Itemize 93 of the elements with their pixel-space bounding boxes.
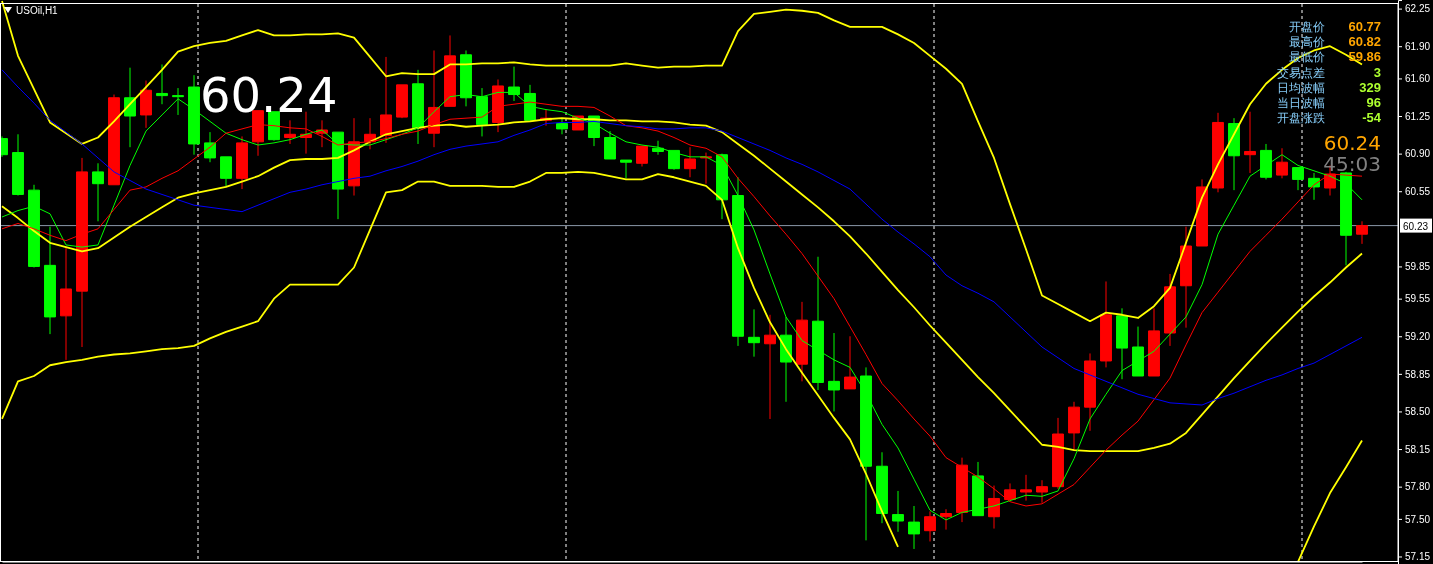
y-tick-label: 59.85: [1405, 261, 1431, 273]
annotation: 60.24: [200, 67, 338, 123]
candlestick: [1100, 280, 1112, 368]
y-tick-label: 59.20: [1405, 330, 1431, 342]
candlestick: [1196, 178, 1208, 247]
candlestick: [140, 80, 152, 129]
candlestick: [1148, 307, 1160, 377]
y-tick-label: 57.80: [1405, 481, 1431, 493]
y-tick-label: 58.85: [1405, 368, 1431, 380]
ref-line-label: 60.23: [1403, 220, 1429, 232]
candlestick: [1116, 307, 1128, 380]
y-tick-label: 58.50: [1405, 406, 1431, 418]
text: USOil,H1: [16, 5, 59, 16]
candlestick: [1292, 167, 1304, 191]
annotation: 329: [1359, 79, 1381, 95]
y-tick-label: 57.50: [1405, 513, 1431, 525]
candlestick: [556, 117, 568, 135]
candlestick: [732, 176, 744, 347]
candlestick: [332, 131, 344, 220]
annotation: 开盘涨跌: [1277, 111, 1325, 126]
candlestick: [940, 508, 952, 531]
annotation: 开盘价: [1289, 20, 1325, 34]
candlestick: [1212, 112, 1224, 193]
y-tick-label: 61.90: [1405, 40, 1431, 52]
text: 96: [1366, 95, 1381, 110]
candlestick: [1036, 479, 1048, 504]
candlestick: [1340, 171, 1352, 266]
candlestick: [1164, 273, 1176, 347]
candlestick: [28, 184, 40, 268]
annotation: 60.24: [1323, 131, 1381, 155]
candlestick: [620, 159, 632, 179]
candlestick: [1084, 352, 1096, 432]
candlestick: [748, 308, 760, 358]
candlestick: [44, 226, 56, 335]
candlestick: [716, 153, 728, 220]
annotation: 60.77: [1348, 19, 1381, 34]
text: 3: [1373, 64, 1381, 80]
candlestick: [1276, 147, 1288, 179]
y-tick-label: 58.15: [1405, 443, 1431, 455]
candlestick: [1244, 111, 1256, 174]
y-tick-label: 60.55: [1405, 185, 1431, 197]
candlestick: [268, 111, 280, 142]
candlestick: [1132, 326, 1144, 377]
candlestick: [220, 156, 232, 188]
candlestick: [92, 162, 104, 222]
candlestick: [844, 335, 856, 390]
candlestick: [1052, 417, 1064, 490]
candlestick: [1180, 226, 1192, 329]
candlestick: [444, 34, 456, 107]
candlestick: [908, 505, 920, 550]
candlestick: [812, 256, 824, 391]
candlestick: [1068, 401, 1080, 451]
annotation: 交易点差: [1277, 65, 1325, 80]
candlestick: [876, 451, 888, 524]
candlestick: [236, 135, 248, 190]
annotation: 60.82: [1348, 34, 1381, 50]
candlestick: [364, 117, 376, 150]
candlestick: [300, 111, 312, 155]
candlestick: [604, 130, 616, 160]
annotation: 45:03: [1323, 152, 1381, 176]
candlestick: [156, 63, 168, 105]
candlestick: [284, 119, 296, 145]
y-tick-label: 59.55: [1405, 293, 1431, 305]
candlestick: [764, 314, 776, 420]
annotation: 当日波幅: [1277, 96, 1325, 110]
candlestick: [892, 490, 904, 533]
candlestick: [684, 146, 696, 178]
candlestick: [60, 246, 72, 361]
y-tick-label: 61.60: [1405, 73, 1431, 85]
candlestick: [668, 149, 680, 171]
candlestick: [1020, 474, 1032, 502]
candlestick: [972, 461, 984, 517]
candlestick: [796, 301, 808, 382]
candlestick: [1356, 220, 1368, 245]
y-tick-label: 61.25: [1405, 110, 1431, 122]
annotation: -54: [1362, 110, 1382, 126]
candlestick: [652, 140, 664, 156]
annotation: 59.86: [1348, 49, 1381, 65]
candlestick: [828, 332, 840, 412]
annotation: 日均波幅: [1277, 80, 1325, 95]
candlestick: [636, 145, 648, 168]
y-tick-label: 62.25: [1405, 3, 1431, 15]
candlestick: [12, 133, 24, 197]
candlestick: [924, 510, 936, 542]
candlestick: [396, 84, 408, 119]
candlestick: [780, 316, 792, 403]
candlestick: [1004, 482, 1016, 501]
candlestick: [1260, 143, 1272, 180]
candlestick: [76, 157, 88, 348]
y-tick-label: 57.15: [1405, 551, 1431, 563]
candlestick: [108, 94, 120, 186]
y-tick-label: 60.90: [1405, 148, 1431, 160]
annotation: 最高价: [1289, 35, 1325, 50]
